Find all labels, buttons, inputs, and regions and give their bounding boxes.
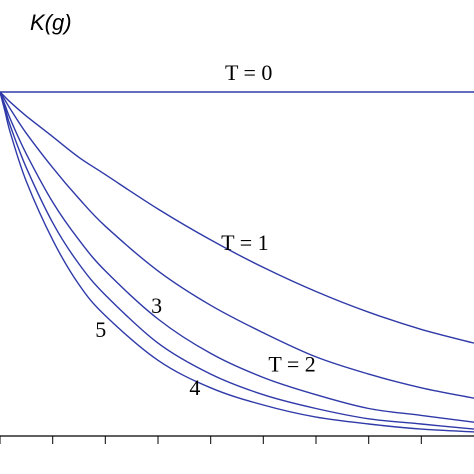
series-line-T3: [0, 91, 474, 423]
series-label-5: 5: [95, 317, 106, 342]
series-label-2: T = 2: [268, 351, 315, 376]
series-line-T2: [0, 91, 474, 399]
y-axis-label: K(g): [30, 10, 72, 35]
series-label-0: T = 0: [225, 60, 272, 85]
series-line-T1: [0, 91, 474, 344]
series-line-T5: [0, 91, 474, 433]
series-line-T4: [0, 91, 474, 430]
series-label-4: 4: [189, 375, 200, 400]
curve-labels: T = 0 T = 1 T = 2 3 4 5: [95, 60, 316, 400]
plot-area: [0, 91, 474, 433]
series-label-3: 3: [151, 293, 162, 318]
x-axis-ticks: [0, 436, 422, 444]
series-label-1: T = 1: [221, 230, 268, 255]
